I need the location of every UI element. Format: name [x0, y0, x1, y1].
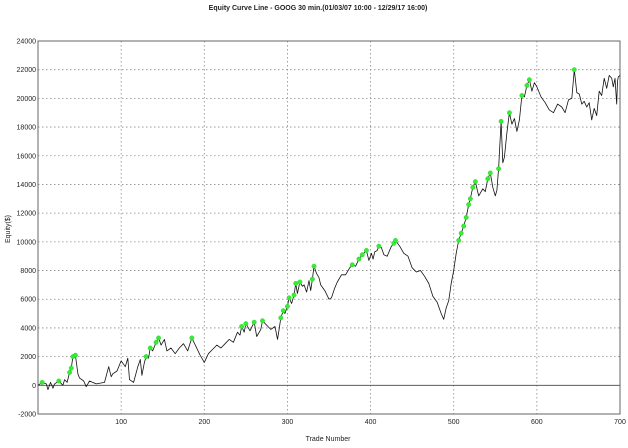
new-high-point-30 — [393, 238, 398, 243]
y-tick-label-13: 24000 — [17, 39, 37, 46]
new-high-point-21 — [297, 279, 303, 285]
x-tick-label-1: 200 — [198, 419, 210, 426]
new-high-point-18 — [286, 295, 292, 301]
y-tick-label-6: 10000 — [17, 239, 37, 246]
new-high-point-5 — [73, 352, 78, 358]
new-high-point-38 — [472, 179, 478, 184]
y-tick-label-0: -2000 — [18, 412, 36, 419]
new-high-point-26 — [359, 252, 365, 258]
y-tick-label-11: 20000 — [17, 96, 37, 103]
new-high-point-37 — [470, 184, 476, 190]
x-tick-label-6: 700 — [614, 419, 626, 426]
y-tick-label-12: 22000 — [17, 67, 37, 74]
new-high-point-43 — [507, 110, 512, 116]
chart-title: Equity Curve Line - GOOG 30 min.(01/03/0… — [209, 5, 428, 12]
new-high-point-12 — [243, 321, 249, 327]
new-high-point-46 — [526, 77, 532, 83]
new-high-point-40 — [487, 170, 493, 176]
new-high-point-22 — [309, 276, 315, 282]
x-tick-label-4: 500 — [448, 419, 460, 426]
new-high-point-27 — [364, 248, 369, 253]
new-high-point-35 — [466, 202, 472, 207]
new-high-point-33 — [461, 223, 467, 229]
new-high-point-1 — [56, 378, 62, 384]
x-tick-label-5: 600 — [531, 419, 543, 426]
frame-layer — [37, 40, 621, 415]
new-high-point-15 — [278, 315, 284, 321]
new-high-point-8 — [153, 339, 159, 345]
new-high-point-45 — [524, 83, 530, 88]
grid-layer — [38, 41, 620, 414]
new-high-point-14 — [260, 318, 265, 324]
new-high-point-41 — [496, 166, 502, 172]
y-tick-label-4: 6000 — [20, 297, 36, 304]
new-high-point-44 — [519, 93, 525, 98]
marker-layer — [39, 67, 577, 385]
y-tick-label-7: 12000 — [17, 211, 37, 218]
new-high-point-3 — [68, 365, 74, 371]
new-high-point-2 — [67, 369, 72, 375]
new-high-point-32 — [458, 230, 464, 236]
new-high-point-10 — [189, 335, 195, 341]
y-tick-label-10: 18000 — [17, 125, 37, 132]
equity-series-line-0 — [37, 69, 621, 391]
new-high-point-17 — [285, 304, 290, 309]
tick-layer: -2000 0 2000 4000 6000 8000 10000 12000 14000 160… — [17, 39, 626, 427]
new-high-point-42 — [498, 118, 504, 124]
y-tick-label-9: 16000 — [17, 153, 37, 160]
new-high-point-34 — [463, 215, 469, 220]
new-high-point-19 — [291, 292, 297, 298]
plot-area-frame — [37, 40, 621, 415]
y-tick-label-5: 8000 — [20, 268, 36, 275]
new-high-point-28 — [376, 243, 382, 249]
new-high-point-24 — [349, 262, 355, 268]
new-high-point-0 — [39, 380, 45, 385]
new-high-point-20 — [293, 281, 299, 286]
new-high-point-9 — [156, 335, 161, 341]
x-tick-label-2: 300 — [282, 419, 294, 426]
new-high-point-39 — [485, 176, 491, 182]
y-tick-label-2: 2000 — [20, 354, 36, 361]
y-tick-label-8: 14000 — [17, 182, 37, 189]
x-tick-label-0: 100 — [115, 419, 127, 426]
new-high-point-47 — [571, 67, 577, 73]
new-high-point-36 — [467, 196, 473, 202]
new-high-point-16 — [280, 308, 286, 314]
new-high-point-7 — [147, 345, 153, 351]
y-tick-label-1: 0 — [32, 383, 36, 390]
new-high-point-25 — [356, 256, 362, 262]
x-axis-label: Trade Number — [306, 436, 352, 443]
line-layer — [37, 69, 621, 391]
new-high-point-31 — [456, 238, 462, 243]
y-tick-label-3: 4000 — [20, 325, 36, 332]
x-tick-label-3: 400 — [365, 419, 377, 426]
new-high-point-6 — [143, 354, 149, 360]
y-axis-label: Equity($) — [5, 215, 12, 243]
new-high-point-13 — [251, 319, 257, 325]
new-high-point-11 — [239, 324, 245, 329]
new-high-point-23 — [311, 263, 317, 269]
